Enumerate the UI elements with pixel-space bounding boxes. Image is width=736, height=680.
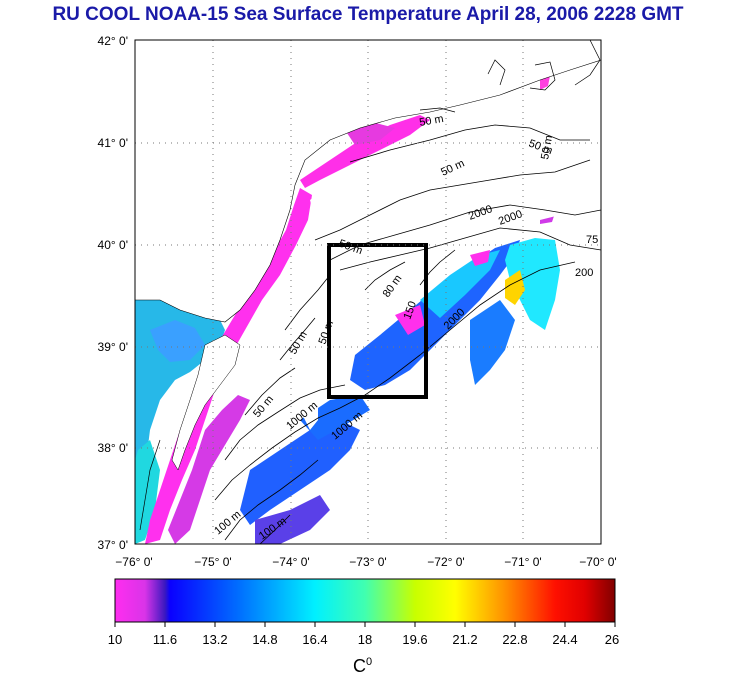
land [135,40,601,471]
lon-label: −73° 0' [349,555,386,569]
lat-label: 42° 0' [98,34,128,48]
contour-label: 200 [575,267,593,279]
lon-label: −71° 0' [504,555,541,569]
lat-label: 38° 0' [98,441,128,455]
lat-axis: 42° 0' 41° 0' 40° 0' 39° 0' 38° 0' 37° 0… [98,34,128,552]
magenta-eddy [395,305,425,335]
graticule [135,40,601,544]
colorbar-ticks [114,622,616,627]
delaware-bay [150,320,205,362]
coastline [139,40,601,531]
shelf-blue-1 [240,420,360,525]
colorbar-tick-label: 22.8 [502,632,528,647]
study-box [327,243,428,399]
chesapeake-mouth [135,440,160,544]
colorbar-tick-label: 26 [604,632,620,647]
lon-label: −76° 0' [115,555,152,569]
colorbar-tick-label: 16.4 [302,632,328,647]
slope-cyan [420,250,500,318]
coastal-cold-band-2 [168,395,250,544]
frame-border [134,39,602,545]
colorbar-tick-label: 14.8 [252,632,278,647]
lon-axis: −76° 0' −75° 0' −74° 0' −73° 0' −72° 0' … [115,555,616,569]
lon-label: −75° 0' [194,555,231,569]
colorbar-tick-label: 11.6 [152,632,178,647]
coastal-cold-band [145,188,312,544]
contour-label: 50 m [418,113,444,129]
unit-label: C [353,656,366,676]
lat-label: 40° 0' [98,238,128,252]
contour-label: 150 [402,300,420,321]
lon-label: −70° 0' [579,555,616,569]
colorbar-tick-label: 21.2 [452,632,478,647]
colorbar [114,578,616,623]
colorbar-tick-label: 18 [357,632,373,647]
colorbar-tick-label: 24.4 [552,632,578,647]
slope-blue [470,300,515,385]
contour-label: 50 m [539,134,555,160]
warm-core [505,238,560,330]
colorbar-unit: C0 [353,656,372,677]
colorbar-tick-label: 19.6 [402,632,428,647]
lon-label: −72° 0' [427,555,464,569]
colorbar-tick-label: 13.2 [202,632,228,647]
unit-superscript: 0 [366,656,373,668]
map-title: RU COOL NOAA-15 Sea Surface Temperature … [52,4,684,25]
shelf-blue-3 [255,495,330,544]
li-sound [300,115,430,188]
contour-label: 75 [586,234,598,246]
magenta-eddy-2 [470,250,490,266]
shelf-blue-2 [300,395,370,440]
lat-label: 41° 0' [98,136,128,150]
warm-yellow [505,270,525,305]
lat-label: 39° 0' [98,340,128,354]
lon-label: −74° 0' [272,555,309,569]
colorbar-tick-label: 10 [107,632,123,647]
lat-label: 37° 0' [98,538,128,552]
